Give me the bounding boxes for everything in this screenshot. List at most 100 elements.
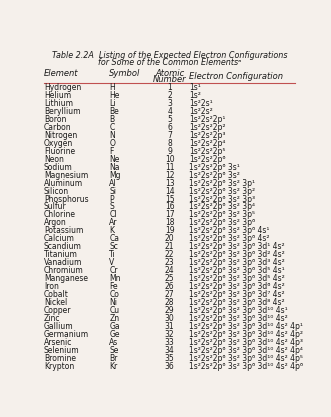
Text: Chlorine: Chlorine (44, 211, 76, 219)
Text: Mg: Mg (109, 171, 121, 180)
Text: Chromium: Chromium (44, 266, 84, 275)
Text: 16: 16 (165, 203, 174, 211)
Text: 26: 26 (165, 282, 174, 291)
Text: Al: Al (109, 178, 117, 188)
Text: H: H (109, 83, 115, 92)
Text: 12: 12 (165, 171, 174, 180)
Text: K: K (109, 226, 114, 235)
Text: 18: 18 (165, 219, 174, 227)
Text: 23: 23 (165, 258, 174, 267)
Text: 36: 36 (165, 362, 174, 371)
Text: 5: 5 (167, 115, 172, 124)
Text: 29: 29 (165, 306, 174, 315)
Text: Ca: Ca (109, 234, 119, 243)
Text: Li: Li (109, 99, 116, 108)
Text: Symbol: Symbol (109, 69, 141, 78)
Text: F: F (109, 147, 114, 156)
Text: Oxygen: Oxygen (44, 139, 73, 148)
Text: Gallium: Gallium (44, 322, 73, 331)
Text: Selenium: Selenium (44, 346, 79, 355)
Text: V: V (109, 258, 115, 267)
Text: 1: 1 (167, 83, 172, 92)
Text: N: N (109, 131, 115, 140)
Text: 3: 3 (167, 99, 172, 108)
Text: Fluorine: Fluorine (44, 147, 75, 156)
Text: 15: 15 (165, 195, 174, 203)
Text: As: As (109, 338, 118, 347)
Text: 17: 17 (165, 211, 174, 219)
Text: 20: 20 (165, 234, 174, 243)
Text: Boron: Boron (44, 115, 66, 124)
Text: 1s²2s²2p⁶ 3s² 3p⁶ 4s¹: 1s²2s²2p⁶ 3s² 3p⁶ 4s¹ (189, 226, 269, 235)
Text: 9: 9 (167, 147, 172, 156)
Text: 10: 10 (165, 155, 174, 164)
Text: Argon: Argon (44, 219, 67, 227)
Text: Potassium: Potassium (44, 226, 83, 235)
Text: 1s²2s²2p⁶ 3s² 3p²: 1s²2s²2p⁶ 3s² 3p² (189, 186, 255, 196)
Text: for Some of the Common Elementsᵃ: for Some of the Common Elementsᵃ (98, 58, 241, 67)
Text: 25: 25 (165, 274, 174, 283)
Text: O: O (109, 139, 115, 148)
Text: 1s¹: 1s¹ (189, 83, 201, 92)
Text: Magnesium: Magnesium (44, 171, 88, 180)
Text: 8: 8 (167, 139, 172, 148)
Text: Scandium: Scandium (44, 242, 82, 251)
Text: Manganese: Manganese (44, 274, 88, 283)
Text: 1s²2s²2p⁶ 3s² 3p⁶ 3d³ 4s²: 1s²2s²2p⁶ 3s² 3p⁶ 3d³ 4s² (189, 258, 285, 267)
Text: Ni: Ni (109, 298, 118, 307)
Text: Fe: Fe (109, 282, 118, 291)
Text: 1s²2s²2p⁶ 3s² 3p⁶ 3d¹⁰ 4s² 4p⁵: 1s²2s²2p⁶ 3s² 3p⁶ 3d¹⁰ 4s² 4p⁵ (189, 354, 303, 363)
Text: Ne: Ne (109, 155, 120, 164)
Text: 35: 35 (165, 354, 174, 363)
Text: 1s²2s²2p⁶ 3s² 3p⁶ 3d¹⁰ 4s² 4p²: 1s²2s²2p⁶ 3s² 3p⁶ 3d¹⁰ 4s² 4p² (189, 330, 303, 339)
Text: Copper: Copper (44, 306, 71, 315)
Text: 1s²2s²2p⁶ 3s² 3p⁶ 3d¹ 4s²: 1s²2s²2p⁶ 3s² 3p⁶ 3d¹ 4s² (189, 242, 285, 251)
Text: Element: Element (44, 69, 78, 78)
Text: Ga: Ga (109, 322, 120, 331)
Text: Number: Number (153, 75, 186, 84)
Text: 1s²2s²2p⁶ 3s¹: 1s²2s²2p⁶ 3s¹ (189, 163, 240, 172)
Text: Krypton: Krypton (44, 362, 74, 371)
Text: P: P (109, 195, 114, 203)
Text: 1s²2s²2p⁶ 3s² 3p⁶ 3d¹⁰ 4s² 4p¹: 1s²2s²2p⁶ 3s² 3p⁶ 3d¹⁰ 4s² 4p¹ (189, 322, 303, 331)
Text: 28: 28 (165, 298, 174, 307)
Text: 1s²2s²2p⁶ 3s² 3p⁶ 4s²: 1s²2s²2p⁶ 3s² 3p⁶ 4s² (189, 234, 269, 243)
Text: 1s²2s²2p⁶ 3s² 3p¹: 1s²2s²2p⁶ 3s² 3p¹ (189, 178, 255, 188)
Text: Si: Si (109, 186, 117, 196)
Text: Zinc: Zinc (44, 314, 61, 323)
Text: Nitrogen: Nitrogen (44, 131, 77, 140)
Text: 1s²2s²2p⁶ 3s² 3p³: 1s²2s²2p⁶ 3s² 3p³ (189, 195, 255, 203)
Text: 1s²2s²2p²: 1s²2s²2p² (189, 123, 225, 132)
Text: 33: 33 (165, 338, 174, 347)
Text: 1s²2s²2p¹: 1s²2s²2p¹ (189, 115, 225, 124)
Text: 24: 24 (165, 266, 174, 275)
Text: 1s²2s²2p⁶ 3s² 3p⁴: 1s²2s²2p⁶ 3s² 3p⁴ (189, 203, 255, 211)
Text: S: S (109, 203, 114, 211)
Text: 11: 11 (165, 163, 174, 172)
Text: 1s²2s²: 1s²2s² (189, 107, 213, 116)
Text: He: He (109, 91, 120, 100)
Text: 34: 34 (165, 346, 174, 355)
Text: Se: Se (109, 346, 119, 355)
Text: 1s²2s²2p³: 1s²2s²2p³ (189, 131, 225, 140)
Text: 6: 6 (167, 123, 172, 132)
Text: Beryllium: Beryllium (44, 107, 80, 116)
Text: 31: 31 (165, 322, 174, 331)
Text: Ge: Ge (109, 330, 120, 339)
Text: 4: 4 (167, 107, 172, 116)
Text: 30: 30 (165, 314, 174, 323)
Text: Vanadium: Vanadium (44, 258, 82, 267)
Text: Cr: Cr (109, 266, 118, 275)
Text: 1s²2s²2p⁶ 3s² 3p⁶ 3d² 4s²: 1s²2s²2p⁶ 3s² 3p⁶ 3d² 4s² (189, 250, 285, 259)
Text: B: B (109, 115, 115, 124)
Text: Calcium: Calcium (44, 234, 75, 243)
Text: 27: 27 (165, 290, 174, 299)
Text: Hydrogen: Hydrogen (44, 83, 81, 92)
Text: Electron Configuration: Electron Configuration (189, 72, 283, 81)
Text: Ti: Ti (109, 250, 116, 259)
Text: 1s²2s²2p⁶ 3s² 3p⁶ 3d¹⁰ 4s²: 1s²2s²2p⁶ 3s² 3p⁶ 3d¹⁰ 4s² (189, 314, 288, 323)
Text: 1s²: 1s² (189, 91, 201, 100)
Text: Nickel: Nickel (44, 298, 67, 307)
Text: 1s²2s²2p⁶ 3s² 3p⁶ 3d¹⁰ 4s² 4p³: 1s²2s²2p⁶ 3s² 3p⁶ 3d¹⁰ 4s² 4p³ (189, 338, 303, 347)
Text: Mn: Mn (109, 274, 121, 283)
